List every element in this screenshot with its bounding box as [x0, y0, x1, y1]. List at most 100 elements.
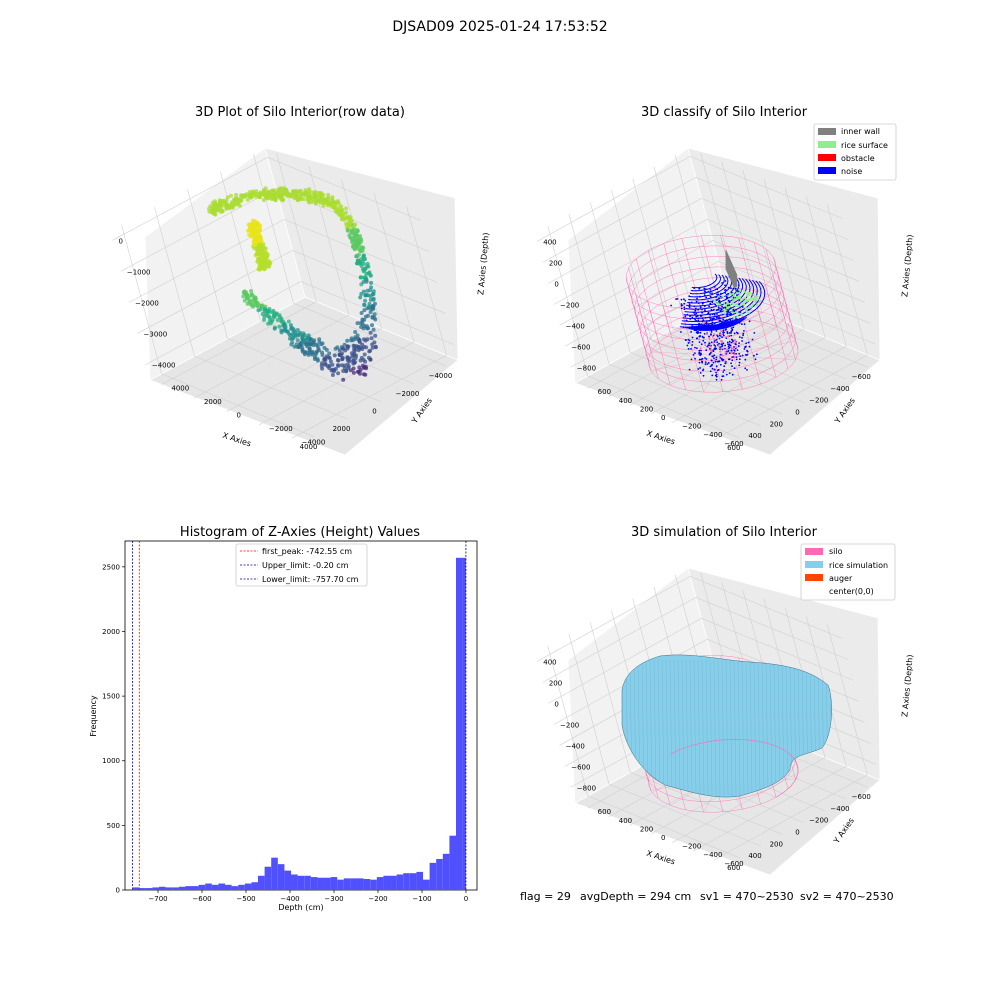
inner-wall-line	[725, 257, 738, 284]
data-point	[355, 333, 360, 338]
noise-point	[698, 341, 701, 343]
data-point	[259, 253, 264, 257]
noise-point	[726, 304, 729, 307]
gridline	[276, 152, 317, 302]
data-point	[324, 354, 329, 359]
z-tick-label: −400	[566, 322, 585, 330]
data-point	[320, 361, 324, 366]
mesh-line	[785, 659, 789, 796]
noise-point	[710, 333, 712, 335]
data-point	[274, 311, 279, 316]
histogram-bar	[390, 875, 397, 890]
noise-point	[729, 318, 731, 321]
center-point	[734, 339, 737, 342]
data-point	[359, 237, 363, 242]
center-point	[721, 354, 724, 357]
noise-point	[738, 342, 740, 344]
noise-point	[707, 362, 710, 364]
noise-point	[696, 328, 698, 331]
noise-point	[711, 363, 713, 366]
center-point	[698, 338, 701, 341]
noise-point	[726, 310, 728, 313]
raw-plot-y-ticks: −4000 −2000 0 2000 4000	[171, 385, 325, 447]
data-point	[307, 193, 311, 198]
noise-point	[691, 316, 694, 319]
data-point	[355, 228, 360, 233]
noise-point	[710, 359, 713, 362]
noise-point	[704, 363, 707, 366]
gridline	[827, 624, 868, 775]
silo-floor-spoke	[650, 355, 724, 371]
data-point	[245, 301, 250, 306]
rice-surface-point	[735, 311, 738, 314]
noise-point	[691, 336, 694, 339]
gridline	[145, 281, 454, 365]
gridline	[137, 250, 446, 334]
x-tick-label: 4000	[300, 443, 318, 451]
noise-point	[724, 302, 727, 304]
noise-point	[717, 291, 719, 294]
gridline	[629, 320, 784, 406]
data-point	[369, 336, 374, 341]
noise-point	[703, 294, 706, 297]
silo-strut	[663, 305, 686, 390]
data-point	[371, 289, 376, 294]
noise-point	[741, 337, 743, 339]
silo-strut	[772, 275, 796, 360]
data-point	[344, 206, 349, 211]
noise-point	[699, 372, 702, 374]
noise-point	[709, 370, 712, 373]
data-point	[361, 269, 366, 274]
legend-label-center: center(0,0)	[829, 587, 874, 596]
data-point	[355, 261, 360, 265]
noise-point	[707, 326, 710, 329]
legend-swatch-silo	[805, 548, 823, 555]
data-point	[279, 319, 284, 324]
gridline	[537, 576, 843, 662]
noise-point	[708, 305, 710, 308]
noise-point	[735, 358, 738, 361]
silo-strut	[625, 277, 649, 362]
legend-swatch-rice-simulation	[805, 561, 823, 568]
data-point	[258, 194, 263, 199]
data-point	[363, 359, 368, 364]
histogram-bar	[238, 884, 245, 890]
noise-point	[715, 299, 718, 301]
y-tick-label: 0	[661, 834, 665, 842]
noise-point	[721, 336, 723, 338]
noise-point	[735, 352, 737, 355]
noise-point	[730, 307, 732, 309]
data-point	[280, 193, 285, 198]
rice-surface-point	[747, 291, 751, 295]
noise-point	[695, 326, 698, 329]
noise-point	[713, 313, 716, 316]
noise-point	[691, 344, 694, 346]
rice-surface-point	[740, 313, 743, 316]
data-point	[345, 228, 350, 233]
histogram-bar	[192, 886, 199, 890]
x-tick-label: −4000	[429, 372, 453, 380]
z-tick-label: −400	[566, 742, 585, 750]
gridline	[547, 645, 589, 796]
y-tick-label: 1500	[102, 693, 120, 701]
raw-plot-title: 3D Plot of Silo Interior(row data)	[195, 105, 405, 120]
noise-point	[713, 357, 715, 360]
rice-surface-point	[753, 296, 757, 300]
rice-surface-point	[724, 312, 727, 315]
data-point	[364, 278, 369, 283]
noise-point	[728, 346, 731, 349]
noise-point	[691, 341, 694, 343]
noise-point	[725, 373, 728, 376]
simulation-silo-wireframe-front	[670, 738, 799, 798]
data-point	[271, 308, 276, 313]
noise-point	[716, 313, 718, 315]
noise-point	[698, 335, 701, 338]
data-point	[245, 197, 250, 202]
noise-point	[731, 328, 734, 331]
data-point	[352, 223, 357, 228]
noise-point	[684, 315, 687, 318]
noise-point	[701, 360, 703, 363]
noise-point	[720, 357, 723, 360]
noise-point	[708, 316, 711, 319]
